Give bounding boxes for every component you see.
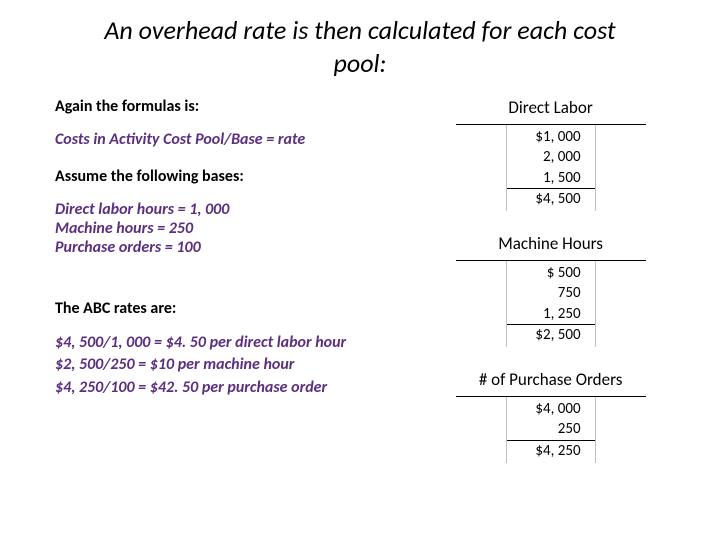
t1-v2: 2, 000: [507, 147, 595, 167]
rate-line-3: $4, 250/100 = $42. 50 per purchase order: [55, 377, 411, 399]
base-line-2: Machine hours = 250: [55, 219, 411, 238]
content-area: Again the formulas is: Costs in Activity…: [0, 79, 720, 485]
t2-total: $2, 500: [507, 324, 595, 345]
right-column: Direct Labor $1, 000 2, 000 1, 500 $4, 5…: [411, 97, 680, 485]
t3-v2: 250: [507, 419, 595, 439]
base-line-1: Direct labor hours = 1, 000: [55, 200, 411, 219]
t1-v3: 1, 500: [507, 168, 595, 188]
table1-title: Direct Labor: [421, 97, 680, 118]
table2-title: Machine Hours: [421, 233, 680, 254]
rates-block: $4, 500/1, 000 = $4. 50 per direct labor…: [55, 332, 411, 399]
rate-line-2: $2, 500/250 = $10 per machine hour: [55, 354, 411, 376]
slide-title: An overhead rate is then calculated for …: [0, 0, 720, 79]
assume-label: Assume the following bases:: [55, 167, 411, 186]
left-column: Again the formulas is: Costs in Activity…: [40, 97, 411, 485]
t2-v3: 1, 250: [507, 304, 595, 324]
t3-total: $4, 250: [507, 440, 595, 461]
again-label: Again the formulas is:: [55, 97, 411, 116]
table-purchase-orders: $4, 000 250 $4, 250: [456, 396, 646, 463]
base-line-3: Purchase orders = 100: [55, 238, 411, 257]
t3-v1: $4, 000: [507, 399, 595, 419]
t2-v1: $ 500: [507, 263, 595, 283]
formula-text: Costs in Activity Cost Pool/Base = rate: [55, 130, 411, 149]
table3-title: # of Purchase Orders: [421, 369, 680, 390]
table-machine-hours: $ 500 750 1, 250 $2, 500: [456, 260, 646, 347]
table-direct-labor: $1, 000 2, 000 1, 500 $4, 500: [456, 124, 646, 211]
rates-label: The ABC rates are:: [55, 299, 411, 318]
t1-v1: $1, 000: [507, 127, 595, 147]
t2-v2: 750: [507, 283, 595, 303]
t1-total: $4, 500: [507, 188, 595, 209]
bases-block: Direct labor hours = 1, 000 Machine hour…: [55, 200, 411, 257]
rate-line-1: $4, 500/1, 000 = $4. 50 per direct labor…: [55, 332, 411, 354]
